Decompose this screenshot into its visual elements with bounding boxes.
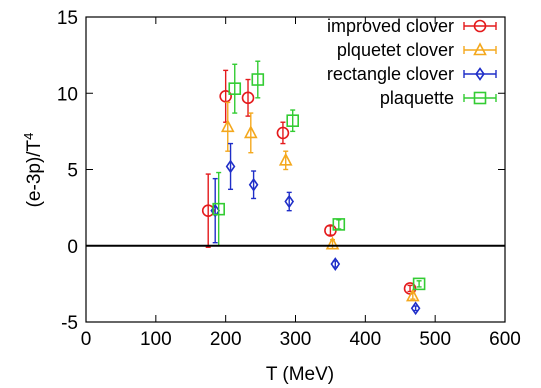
data-point-marker	[330, 257, 341, 271]
y-tick-label: 15	[57, 8, 78, 29]
y-axis-label-main: (e-3p)/T	[24, 139, 45, 207]
y-tick-label: -5	[61, 313, 78, 334]
data-point-marker	[225, 159, 236, 174]
data-point-marker	[248, 177, 259, 192]
x-axis-label: T (MeV)	[266, 364, 334, 385]
x-tick-label: 500	[419, 329, 451, 350]
x-tick-label: 0	[81, 329, 92, 350]
series-1	[220, 101, 420, 302]
series-3	[212, 60, 426, 291]
legend-marker	[473, 19, 487, 33]
y-tick-label: 0	[67, 237, 78, 258]
series-2	[210, 142, 421, 316]
data-point-marker	[332, 218, 346, 231]
x-tick-label: 300	[280, 329, 312, 350]
x-tick-label: 200	[210, 329, 242, 350]
y-axis-label: (e-3p)/T4	[21, 133, 45, 208]
legend-marker	[473, 42, 487, 56]
legend-label: plquetet clover	[337, 40, 454, 60]
y-tick-label: 10	[57, 84, 78, 105]
data-point-marker	[212, 202, 225, 216]
data-point-marker	[410, 301, 421, 316]
y-axis-label-superscript: 4	[21, 133, 36, 140]
data-point-marker	[278, 152, 293, 166]
data-point-marker	[243, 125, 258, 139]
legend-entry: plaquette	[380, 88, 497, 108]
legend: improved clover plquetet clover rectangle …	[327, 16, 497, 108]
data-point-marker	[284, 194, 295, 209]
data-point-marker	[220, 119, 235, 133]
x-tick-label: 100	[140, 329, 172, 350]
plot-area	[201, 60, 426, 316]
data-point-marker	[251, 73, 265, 86]
legend-entry: plquetet clover	[337, 40, 497, 60]
data-point-marker	[241, 91, 255, 105]
data-point-marker	[405, 288, 420, 302]
data-point-marker	[276, 126, 290, 140]
data-point-marker	[412, 277, 426, 291]
legend-marker	[473, 91, 487, 105]
legend-marker	[475, 67, 485, 81]
data-point-marker	[286, 114, 300, 127]
x-tick-label: 600	[489, 329, 521, 350]
legend-label: plaquette	[380, 88, 454, 108]
plot-frame	[85, 16, 506, 323]
legend-entry: improved clover	[327, 16, 497, 36]
legend-label: rectangle clover	[327, 64, 454, 84]
data-point-marker	[228, 82, 242, 95]
x-tick-label: 400	[349, 329, 381, 350]
legend-entry: rectangle clover	[327, 64, 497, 84]
y-tick-label: 5	[67, 161, 78, 182]
data-point-marker	[325, 236, 340, 250]
legend-label: improved clover	[327, 16, 454, 36]
